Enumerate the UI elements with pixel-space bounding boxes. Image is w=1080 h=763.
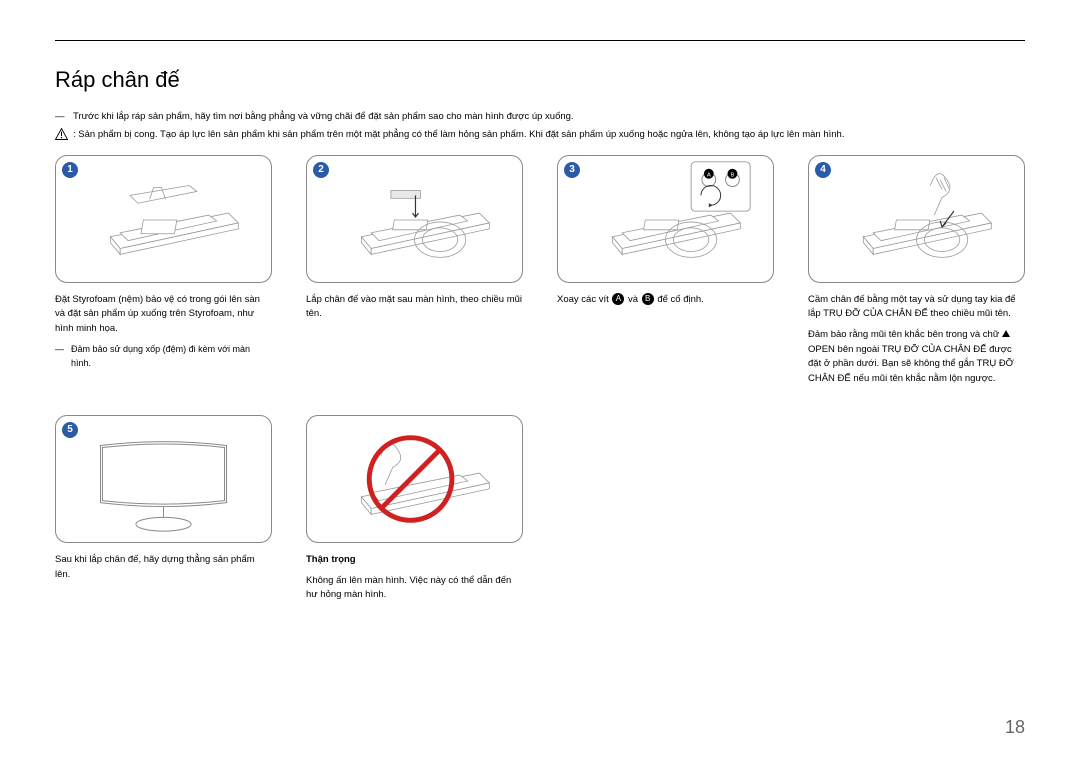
dash-icon: ―: [55, 110, 73, 124]
step-2-panel: 2: [306, 155, 523, 283]
step-4-badge: 4: [815, 162, 831, 178]
step-4-caption: Cầm chân đế bằng một tay và sử dụng tay …: [808, 293, 1025, 387]
warning-line: : Sản phẩm bị cong. Tạo áp lực lên sản p…: [55, 128, 1025, 142]
dash-icon: ―: [55, 343, 71, 371]
top-rule: [55, 40, 1025, 41]
pre-note: ― Trước khi lắp ráp sản phẩm, hãy tìm nơ…: [55, 110, 1025, 124]
step-1-panel: 1: [55, 155, 272, 283]
step-1-subnote: ― Đảm bảo sử dụng xốp (đệm) đi kèm với m…: [55, 343, 272, 371]
step-5-badge: 5: [62, 422, 78, 438]
circle-a-icon: A: [612, 293, 624, 305]
step-caution-caption: Thận trọng Không ấn lên màn hình. Việc n…: [306, 553, 523, 603]
step-2-badge: 2: [313, 162, 329, 178]
step-5-panel: 5: [55, 415, 272, 543]
step-4: 4 Cầm chân đế bằng một tay và sử dụng ta…: [808, 155, 1025, 393]
step-1-caption: Đặt Styrofoam (nệm) bảo vệ có trong gói …: [55, 293, 272, 371]
step-1-diagram: [56, 156, 271, 282]
step-5-caption: Sau khi lắp chân đế, hãy dựng thẳng sản …: [55, 553, 272, 582]
page-title: Ráp chân đế: [55, 63, 1025, 96]
warning-icon: [55, 128, 73, 140]
svg-text:A: A: [707, 172, 711, 178]
step-3-panel: 3 A B: [557, 155, 774, 283]
triangle-up-icon: [1002, 330, 1010, 337]
step-caution-diagram: [307, 416, 522, 542]
step-3-badge: 3: [564, 162, 580, 178]
step-1: 1 Đặt Styrofoam (nệm) bảo vệ có trong gó…: [55, 155, 272, 393]
step-3-diagram: A B: [558, 156, 773, 282]
step-caution: Thận trọng Không ấn lên màn hình. Việc n…: [306, 415, 523, 609]
caution-label: Thận trọng: [306, 554, 356, 565]
step-4-panel: 4: [808, 155, 1025, 283]
step-5: 5 Sau khi lắp chân đế, hãy dựng thẳng sả…: [55, 415, 272, 609]
step-5-diagram: [56, 416, 271, 542]
step-4-diagram: [809, 156, 1024, 282]
empty-cell: [808, 415, 1025, 609]
step-2: 2 Lắp chân đế vào mặt sau màn hình, theo…: [306, 155, 523, 393]
warning-text: : Sản phẩm bị cong. Tạo áp lực lên sản p…: [73, 128, 844, 142]
pre-note-text: Trước khi lắp ráp sản phẩm, hãy tìm nơi …: [73, 110, 574, 124]
circle-b-icon: B: [642, 293, 654, 305]
svg-text:B: B: [730, 172, 734, 178]
steps-grid: 1 Đặt Styrofoam (nệm) bảo vệ có trong gó…: [55, 155, 1025, 609]
empty-cell: [557, 415, 774, 609]
page-number: 18: [1005, 714, 1025, 741]
step-2-caption: Lắp chân đế vào mặt sau màn hình, theo c…: [306, 293, 523, 322]
step-2-diagram: [307, 156, 522, 282]
step-caution-panel: [306, 415, 523, 543]
step-1-badge: 1: [62, 162, 78, 178]
step-3: 3 A B: [557, 155, 774, 393]
step-3-caption: Xoay các vít A và B để cố định.: [557, 293, 774, 308]
